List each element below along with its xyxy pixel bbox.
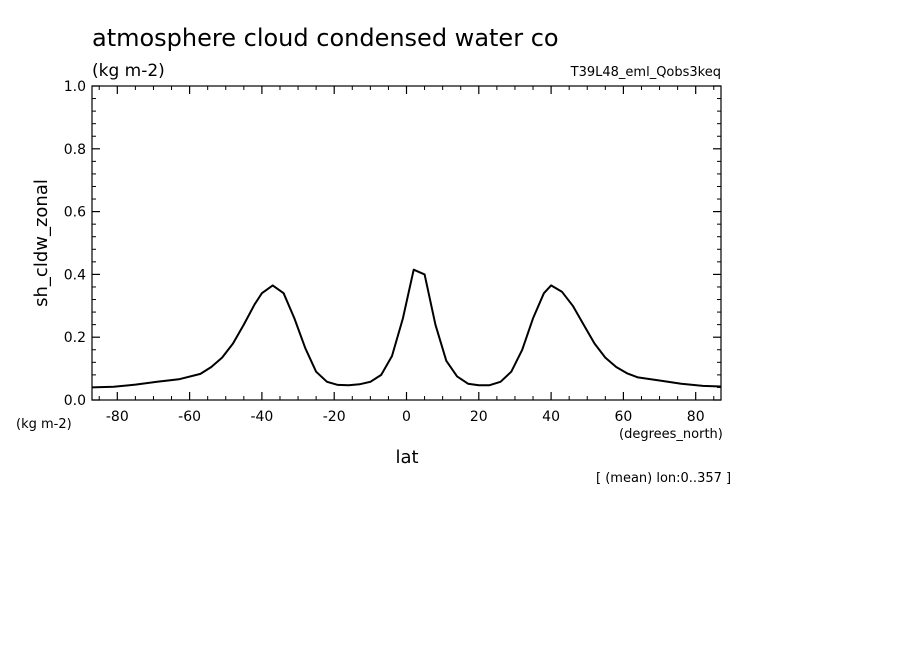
- x-minor-ticks: [98, 86, 715, 400]
- y-tick-label: 0.0: [64, 393, 86, 409]
- y-axis-label: sh_cldw_zonal: [31, 179, 52, 307]
- x-tick-label: 20: [470, 409, 488, 425]
- y-tick-label: 0.6: [64, 205, 86, 221]
- experiment-label: T39L48_eml_Qobs3keq: [570, 65, 721, 80]
- x-tick-label: 60: [614, 409, 632, 425]
- y-axis-ticks: 0.0 0.2 0.4 0.6 0.8 1.0: [64, 79, 721, 409]
- x-axis-ticks: -80 -60 -40 -20 0 20 40 60 80: [106, 86, 705, 425]
- y-axis-units: (kg m-2): [16, 417, 72, 432]
- y-tick-label: 0.8: [64, 142, 86, 158]
- series-line: [91, 268, 722, 389]
- x-axis-units: (degrees_north): [619, 427, 723, 442]
- y-tick-label: 1.0: [64, 79, 86, 95]
- y-tick-label: 0.4: [64, 267, 86, 283]
- y-minor-ticks: [92, 98, 721, 388]
- x-tick-label: 0: [402, 409, 411, 425]
- x-tick-label: -20: [323, 409, 346, 425]
- chart-units: (kg m-2): [92, 61, 165, 81]
- plot-frame: [91, 85, 722, 401]
- x-tick-label: -40: [250, 409, 273, 425]
- x-tick-label: 80: [687, 409, 705, 425]
- y-tick-label: 0.2: [64, 330, 86, 346]
- chart-title: atmosphere cloud condensed water co: [92, 24, 559, 52]
- x-tick-label: -60: [178, 409, 201, 425]
- footnote: [ (mean) lon:0..357 ]: [596, 471, 731, 486]
- x-tick-label: 40: [542, 409, 560, 425]
- x-tick-label: -80: [106, 409, 129, 425]
- x-axis-label: lat: [395, 447, 418, 468]
